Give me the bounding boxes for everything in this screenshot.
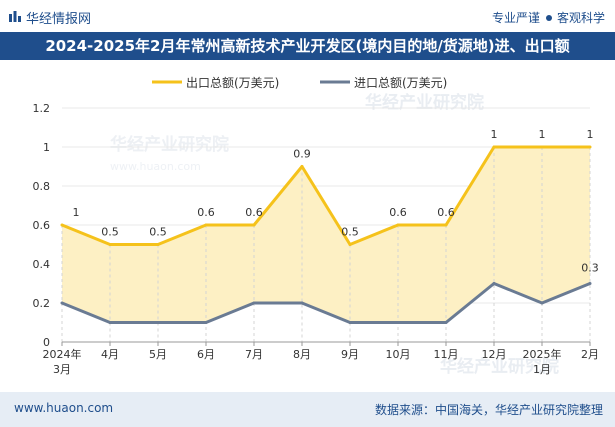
- x-tick-label: 12月: [482, 348, 507, 361]
- data-label-export: 0.6: [389, 206, 407, 219]
- data-point-export: [204, 223, 208, 227]
- x-tick-label: 2024年: [43, 347, 82, 361]
- brand-name: 华经情报网: [26, 12, 92, 27]
- top-bar: 华经情报网 专业严谨 客观科学: [0, 0, 615, 32]
- footer-site: www.huaon.com: [14, 401, 114, 415]
- tagline-right: 客观科学: [556, 11, 605, 25]
- data-label-export: 0.5: [341, 226, 359, 239]
- data-label-export: 1: [73, 206, 80, 219]
- data-point-export: [252, 223, 256, 227]
- data-point-export: [108, 243, 112, 246]
- data-source: 数据来源：中国海关，华经产业研究院整理: [374, 403, 603, 417]
- legend-label-import: 进口总额(万美元): [354, 76, 447, 90]
- tagline: 专业严谨 客观科学: [492, 9, 605, 26]
- y-tick-label: 0.8: [33, 180, 51, 193]
- data-point-import: [156, 321, 160, 324]
- data-label-import: 0.3: [581, 262, 599, 275]
- data-point-export: [588, 145, 592, 149]
- watermark-text: 华经产业研究院: [110, 134, 229, 155]
- data-label-export: 1: [587, 128, 594, 141]
- data-label-export: 1: [539, 128, 546, 141]
- data-point-export: [492, 145, 496, 149]
- separator-dot-icon: [545, 15, 552, 21]
- series-line-import: [61, 282, 591, 324]
- data-label-export: 0.6: [197, 206, 215, 219]
- area-band: [62, 147, 590, 323]
- data-point-import: [300, 301, 304, 305]
- x-tick-label: 9月: [341, 348, 359, 361]
- data-point-export: [396, 223, 400, 227]
- data-point-import: [540, 301, 544, 305]
- x-tick-label: 6月: [197, 348, 215, 361]
- data-point-import: [108, 321, 112, 324]
- x-tick-label: 5月: [149, 348, 167, 361]
- data-label-export: 0.9: [293, 148, 311, 161]
- data-point-import: [588, 282, 592, 285]
- line-chart: 华经产业研究院华经产业研究院www.huaon.com华经产业研究院出口总额(万…: [33, 76, 600, 377]
- footer: www.huaon.com 数据来源：中国海关，华经产业研究院整理: [0, 392, 615, 427]
- x-tick-label: 1月: [533, 363, 551, 376]
- x-tick-label: 11月: [434, 348, 459, 361]
- data-label-export: 0.6: [437, 206, 455, 219]
- x-tick-label: 4月: [101, 348, 119, 361]
- brand-logo-icon: [9, 11, 21, 22]
- y-tick-label: 1: [43, 141, 50, 154]
- x-tick-label: 2025年: [523, 347, 562, 361]
- data-label-export: 1: [491, 128, 498, 141]
- data-label-export: 0.5: [149, 226, 167, 239]
- chart-title: 2024-2025年2月年常州高新技术产业开发区(境内目的地/货源地)进、出口额: [0, 32, 615, 60]
- x-tick-label: 3月: [53, 363, 71, 376]
- data-point-import: [252, 301, 256, 305]
- data-point-import: [396, 321, 400, 324]
- y-tick-label: 0.4: [33, 258, 51, 271]
- watermark-text: 华经产业研究院: [365, 92, 484, 113]
- watermark-url: www.huaon.com: [110, 160, 201, 173]
- data-point-import: [444, 321, 448, 324]
- data-point-export: [540, 145, 544, 149]
- x-tick-label: 2月: [581, 348, 599, 361]
- y-tick-label: 0: [43, 336, 50, 349]
- data-point-import: [204, 321, 208, 324]
- legend-label-export: 出口总额(万美元): [186, 76, 279, 90]
- y-tick-label: 1.2: [33, 102, 51, 115]
- y-tick-label: 0.2: [33, 297, 51, 310]
- data-point-import: [492, 282, 496, 285]
- data-label-export: 0.6: [245, 206, 263, 219]
- data-point-export: [300, 165, 304, 168]
- x-tick-label: 8月: [293, 348, 311, 361]
- x-tick-label: 10月: [386, 348, 411, 361]
- data-point-export: [444, 223, 448, 227]
- data-point-export: [348, 243, 352, 246]
- y-tick-label: 0.6: [33, 219, 51, 232]
- x-tick-label: 7月: [245, 348, 263, 361]
- tagline-left: 专业严谨: [491, 11, 540, 25]
- data-point-import: [348, 321, 352, 324]
- data-point-export: [60, 223, 64, 227]
- data-label-export: 0.5: [101, 226, 119, 239]
- series-line-export: [61, 145, 590, 246]
- data-point-import: [60, 301, 64, 305]
- watermark-text: 华经产业研究院: [440, 356, 559, 377]
- data-point-export: [156, 243, 160, 246]
